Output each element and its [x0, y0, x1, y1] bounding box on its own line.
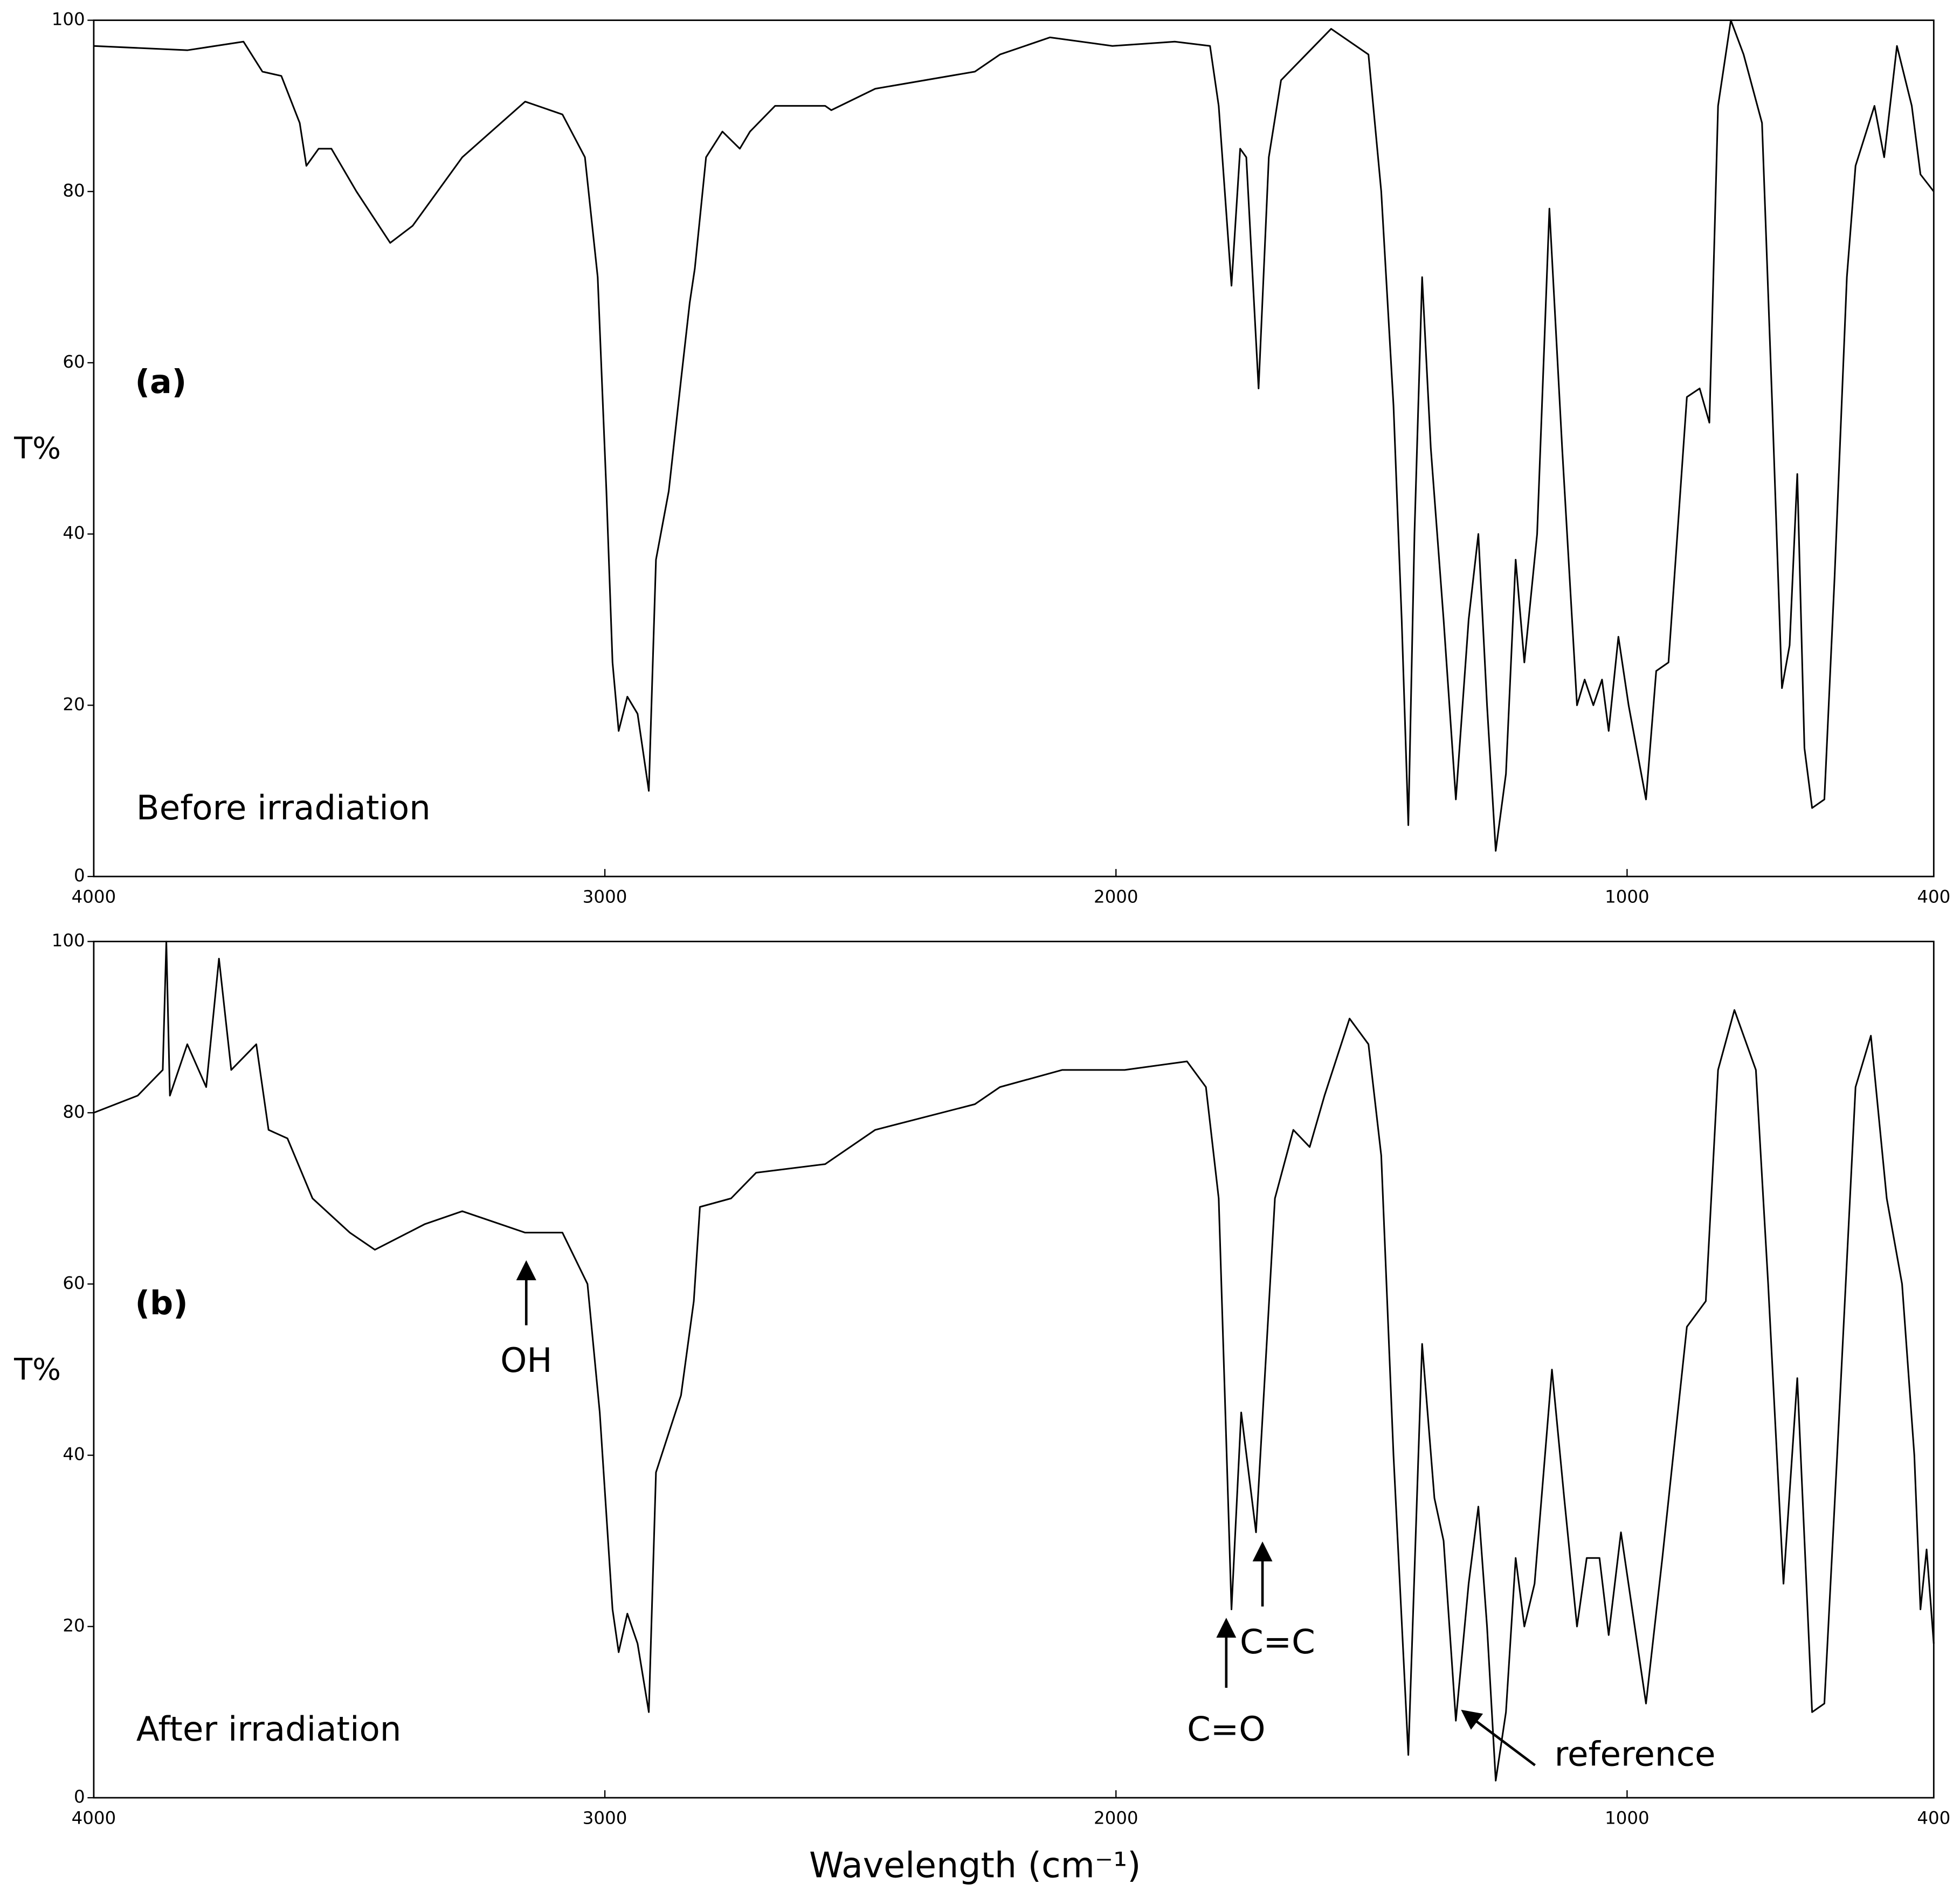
plot-frame	[93, 19, 1935, 878]
y-tick-label: 60	[63, 1273, 85, 1293]
plot-frame	[93, 941, 1935, 1799]
y-tick-label: 100	[52, 930, 85, 951]
x-tick-label: 4000	[72, 886, 116, 907]
annotation: After irradiation	[136, 1709, 402, 1749]
y-tick-label: 60	[63, 351, 85, 372]
x-tick-label: 3000	[583, 1807, 627, 1828]
y-tick-label: 40	[63, 1444, 85, 1465]
y-tick-label: 40	[63, 523, 85, 543]
annotation: reference	[1555, 1735, 1716, 1774]
x-tick-label: 400	[1917, 886, 1950, 907]
spectrum-line	[93, 941, 1935, 1782]
y-tick-label: 0	[74, 865, 85, 886]
x-tick-label: 400	[1917, 1807, 1950, 1828]
y-axis-label: T%	[13, 1352, 61, 1387]
y-axis-label: T%	[13, 431, 61, 466]
annotation: OH	[500, 1341, 552, 1380]
annotation-arrow	[1461, 1709, 1536, 1766]
y-tick-label: 100	[52, 9, 85, 30]
y-tick-label: 0	[74, 1786, 85, 1807]
x-tick-label: 4000	[72, 1807, 116, 1828]
annotation: C=O	[1187, 1709, 1265, 1749]
panel-label: (b)	[135, 1285, 188, 1322]
x-tick-label: 2000	[1094, 1807, 1138, 1828]
annotation: C=C	[1240, 1622, 1315, 1661]
annotation: Before irradiation	[136, 788, 431, 827]
y-tick-label: 20	[63, 1615, 85, 1635]
spectrum-line	[93, 19, 1935, 852]
x-tick-label: 1000	[1605, 1807, 1650, 1828]
y-tick-label: 20	[63, 694, 85, 714]
x-tick-label: 2000	[1094, 886, 1138, 907]
x-tick-label: 1000	[1605, 886, 1650, 907]
panel-label: (a)	[135, 363, 187, 401]
y-tick-label: 80	[63, 180, 85, 201]
y-tick-label: 80	[63, 1101, 85, 1122]
x-axis-label: Wavelength (cm⁻¹)	[809, 1845, 1141, 1886]
x-tick-label: 3000	[583, 886, 627, 907]
